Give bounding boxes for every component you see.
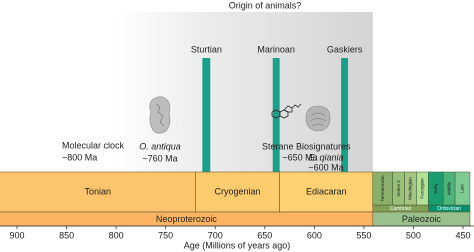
- period-box: [0, 171, 196, 213]
- epoch-label: Furongian: [420, 178, 425, 199]
- glaciation-bar: [202, 58, 211, 172]
- annotation-text: ~760 Ma: [142, 153, 177, 163]
- x-tick-label: 450: [455, 230, 470, 240]
- annotation-text: E. qiania: [308, 152, 343, 162]
- annotation-text: Sterane Biosignatures: [262, 141, 351, 151]
- epoch-label: Series 2: [396, 180, 401, 197]
- annotation-text: O. antiqua: [139, 141, 181, 151]
- epoch-label: Middle: [446, 181, 451, 195]
- event-label: Marinoan: [257, 44, 295, 54]
- annotation-text: ~800 Ma: [62, 152, 97, 162]
- period-box: [279, 171, 374, 213]
- annotation-text: ~650 Ma: [282, 152, 317, 162]
- x-axis-title: Age (Millions of years ago): [184, 240, 291, 250]
- fossil-texture: [155, 103, 165, 127]
- annotation-text: ~600 Ma: [308, 162, 343, 172]
- epoch-label: Late: [460, 184, 465, 193]
- period-label: Tonian: [84, 186, 111, 196]
- event-label: Gaskiers: [327, 44, 363, 54]
- x-tick-label: 850: [59, 230, 74, 240]
- epoch-label: Miaolingian: [408, 177, 413, 200]
- illustrations: [149, 96, 331, 134]
- x-tick-label: 900: [10, 230, 25, 240]
- event-label: Sturtian: [191, 44, 222, 54]
- chart-title: Origin of animals?: [229, 0, 302, 10]
- x-tick-label: 650: [257, 230, 272, 240]
- glaciation-bar: [272, 58, 280, 172]
- x-tick-label: 500: [406, 230, 421, 240]
- epoch-box: [454, 171, 471, 206]
- unit-layer: [0, 58, 471, 227]
- x-tick-label: 750: [158, 230, 173, 240]
- fossil-o-antiqua: [149, 96, 171, 134]
- annotation-text: Molecular clock: [62, 140, 125, 150]
- era-label: Paleozoic: [402, 214, 442, 224]
- x-tick-label: 700: [208, 230, 223, 240]
- glaciation-bar: [341, 58, 349, 172]
- fossil-texture: [309, 112, 327, 127]
- x-tick-label: 800: [109, 230, 124, 240]
- period-box: [195, 171, 280, 213]
- era-label: Neoproterozoic: [156, 214, 218, 224]
- period-label: Cryogenian: [215, 186, 261, 196]
- period-label: Ediacaran: [306, 186, 347, 196]
- epoch-label: Early: [433, 183, 438, 194]
- epoch-label: Terreneuvian: [380, 175, 385, 202]
- x-tick-label: 600: [307, 230, 322, 240]
- sterane-molecule: [271, 103, 302, 119]
- period-label: Ordovician: [437, 206, 461, 212]
- x-tick-label: 550: [356, 230, 371, 240]
- period-label: Cambrian: [390, 206, 412, 212]
